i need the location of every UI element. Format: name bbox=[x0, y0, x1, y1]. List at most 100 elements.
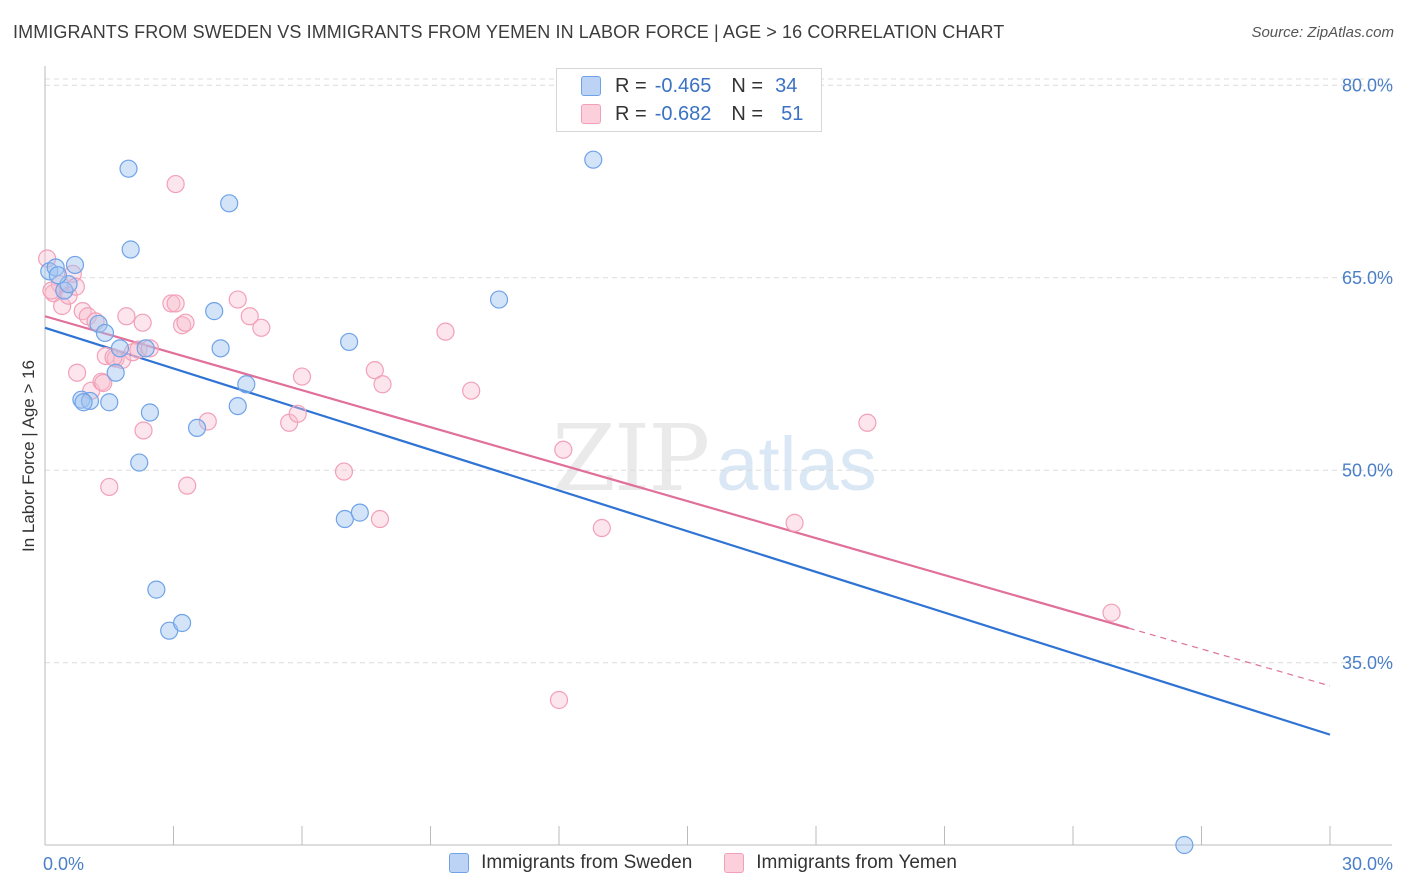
yemen-point bbox=[53, 296, 72, 316]
n-value: 34 bbox=[775, 74, 798, 97]
yemen-point bbox=[166, 294, 185, 313]
legend-item-sweden: Immigrants from Sweden bbox=[449, 852, 692, 874]
sweden-point bbox=[140, 403, 160, 422]
sweden-point bbox=[228, 396, 247, 416]
yemen-point bbox=[73, 302, 92, 321]
gridlines bbox=[45, 78, 1392, 664]
y-axis-label: In Labor Force | Age > 16 bbox=[19, 360, 38, 552]
yemen-point bbox=[858, 413, 877, 432]
sweden-point bbox=[95, 323, 115, 343]
legend-row-sweden: R = -0.465 N = 34 bbox=[581, 74, 797, 98]
sweden-point bbox=[187, 418, 207, 438]
yemen-point bbox=[162, 294, 181, 313]
yemen-point bbox=[44, 284, 63, 303]
y-tick-label: 80.0% bbox=[1342, 75, 1393, 95]
sweden-legend-label: Immigrants from Sweden bbox=[481, 852, 693, 873]
yemen-point bbox=[134, 421, 153, 440]
x-tick-label: 0.0% bbox=[43, 854, 84, 874]
yemen-point bbox=[228, 290, 247, 309]
yemen-point bbox=[370, 509, 390, 529]
yemen-point bbox=[176, 313, 195, 332]
yemen-legend-label: Immigrants from Yemen bbox=[756, 852, 957, 873]
yemen-point bbox=[198, 412, 217, 431]
sweden-point bbox=[1175, 835, 1194, 855]
yemen-point bbox=[373, 375, 392, 394]
sweden-point bbox=[147, 580, 166, 599]
sweden-trend-line bbox=[44, 326, 1331, 736]
sweden-point bbox=[136, 339, 155, 358]
sweden-swatch bbox=[581, 76, 601, 96]
x-tick-label: 30.0% bbox=[1342, 854, 1393, 874]
yemen-point bbox=[42, 281, 61, 300]
r-value: -0.682 bbox=[654, 102, 712, 125]
y-tick-label: 65.0% bbox=[1342, 268, 1393, 288]
watermark-zip: ZIP bbox=[552, 405, 710, 512]
sweden-point bbox=[211, 339, 230, 358]
sweden-point bbox=[65, 255, 85, 275]
yemen-point bbox=[785, 513, 804, 532]
sweden-point bbox=[121, 240, 140, 259]
y-tick-label: 50.0% bbox=[1342, 460, 1393, 480]
yemen-point bbox=[66, 277, 85, 296]
watermark-atlas: atlas bbox=[716, 422, 877, 507]
yemen-legend-swatch bbox=[724, 853, 745, 873]
n-label: N = bbox=[731, 74, 764, 97]
yemen-point bbox=[166, 174, 185, 194]
sweden-point bbox=[584, 150, 603, 169]
yemen-point bbox=[1102, 603, 1121, 622]
yemen-point bbox=[133, 313, 152, 332]
yemen-point bbox=[100, 477, 119, 497]
sweden-point bbox=[489, 290, 509, 309]
yemen-point bbox=[240, 307, 259, 326]
yemen-point bbox=[288, 404, 307, 423]
yemen-trend-line bbox=[44, 315, 1129, 630]
sweden-point bbox=[172, 613, 192, 633]
yemen-point bbox=[117, 307, 136, 326]
source-credit: Source: ZipAtlas.com bbox=[1251, 24, 1394, 41]
tick-labels: 35.0% 50.0% 65.0% 80.0% 0.0% 30.0% bbox=[43, 75, 1393, 874]
yemen-point bbox=[104, 348, 123, 367]
sweden-point bbox=[89, 314, 108, 334]
yemen-point bbox=[436, 322, 455, 341]
yemen-point bbox=[462, 381, 481, 400]
sweden-point bbox=[220, 194, 239, 213]
yemen-point bbox=[334, 462, 354, 481]
axes bbox=[44, 66, 1392, 846]
sweden-point bbox=[130, 453, 149, 472]
r-label: R = bbox=[615, 102, 647, 125]
yemen-point bbox=[68, 363, 87, 382]
yemen-point bbox=[292, 367, 312, 386]
trend-lines bbox=[44, 315, 1331, 736]
legend-item-yemen: Immigrants from Yemen bbox=[724, 852, 957, 874]
r-label: R = bbox=[615, 74, 647, 97]
watermark: ZIP atlas bbox=[552, 405, 877, 512]
sweden-point bbox=[119, 159, 138, 178]
chart-title: IMMIGRANTS FROM SWEDEN VS IMMIGRANTS FRO… bbox=[13, 22, 1005, 42]
sweden-legend-swatch bbox=[449, 853, 470, 873]
data-points bbox=[38, 150, 1194, 855]
yemen-swatch bbox=[581, 104, 601, 124]
yemen-point bbox=[554, 440, 573, 459]
yemen-point bbox=[140, 339, 160, 358]
yemen-point bbox=[172, 316, 192, 335]
sweden-point bbox=[80, 391, 100, 411]
yemen-point bbox=[129, 340, 148, 359]
series-legend: Immigrants from Sweden Immigrants from Y… bbox=[0, 852, 1406, 874]
yemen-point bbox=[252, 318, 271, 337]
sweden-point bbox=[350, 503, 369, 522]
yemen-point bbox=[549, 690, 569, 710]
sweden-point bbox=[48, 266, 67, 285]
r-value: -0.465 bbox=[654, 74, 712, 97]
stats-legend: R = -0.465 N = 34 R = -0.682 N = 51 bbox=[556, 68, 822, 132]
sweden-point bbox=[340, 332, 359, 352]
sweden-point bbox=[237, 375, 256, 394]
n-value: 51 bbox=[781, 102, 804, 125]
n-label: N = bbox=[731, 102, 764, 125]
yemen-point bbox=[365, 361, 384, 380]
yemen-point bbox=[94, 373, 113, 393]
y-tick-label: 35.0% bbox=[1342, 653, 1393, 673]
sweden-point bbox=[335, 509, 354, 529]
sweden-point bbox=[100, 393, 119, 412]
yemen-point bbox=[592, 518, 611, 538]
